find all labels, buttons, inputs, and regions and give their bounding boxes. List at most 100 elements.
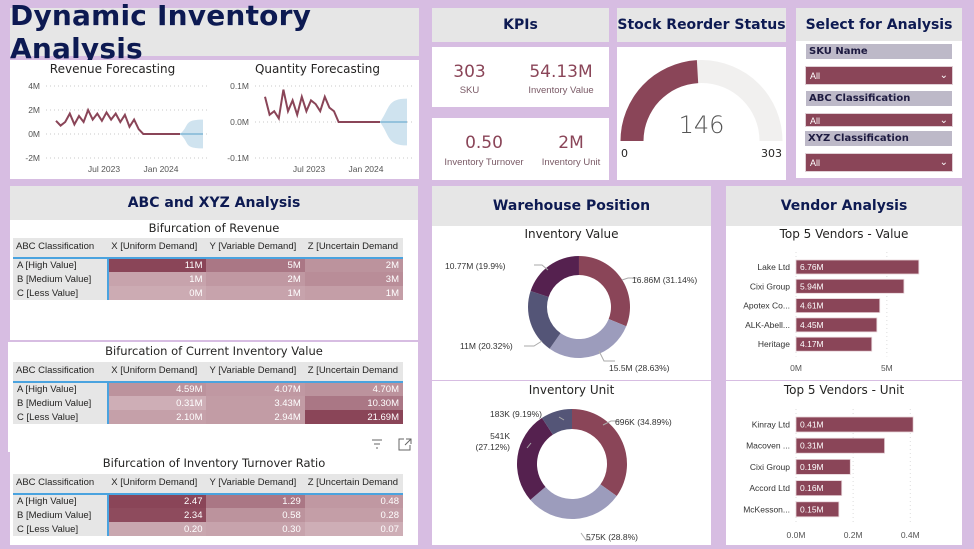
vendor-bar: [795, 437, 885, 454]
matrix-row-label: C [Less Value]: [13, 522, 110, 536]
bar-data-label: 6.76M: [800, 262, 824, 272]
matrix-cell: 2.34: [108, 508, 207, 522]
actual-series-line: [264, 89, 380, 123]
y-tick-label: -2M: [25, 153, 40, 163]
x-tick-label: Jan 2024: [144, 164, 179, 174]
bar-data-label: 4.17M: [800, 339, 824, 349]
matrix-cell: 1M: [304, 286, 403, 300]
donut-data-label: (27.12%): [476, 442, 511, 452]
slicer-abc-dropdown[interactable]: All ⌄: [805, 113, 953, 127]
donut-data-label: 696K (34.89%): [615, 417, 672, 427]
gauge-value: 146: [678, 111, 725, 139]
y-tick-label: 2M: [28, 105, 40, 115]
matrix-row-label: C [Less Value]: [13, 410, 110, 424]
kpi-inventory-value: 54.13M: [529, 62, 593, 82]
matrix-row: C [Less Value] 2.10M 2.94M 21.69M: [13, 410, 403, 424]
vendor-bar: [795, 336, 873, 352]
matrix-column-header[interactable]: X [Uniform Demand]: [108, 474, 207, 495]
matrix-column-header[interactable]: Y [Variable Demand]: [206, 238, 305, 259]
matrix-cell: 0.58: [206, 508, 305, 522]
vendor-name-label: Kinray Ltd: [752, 420, 791, 430]
vendor-bar: [795, 501, 840, 518]
abc-xyz-header: ABC and XYZ Analysis: [10, 186, 418, 220]
donut-unit-title: Inventory Unit: [528, 383, 615, 397]
matrix-row-label: A [High Value]: [13, 382, 110, 396]
vendor-name-label: Heritage: [758, 339, 790, 349]
focus-mode-icon[interactable]: [398, 436, 412, 451]
matrix-cell: 2.94M: [206, 410, 305, 424]
matrix-cell: 1.29: [206, 494, 305, 508]
vendor-header: Vendor Analysis: [726, 186, 962, 226]
vendor-value-panel: Top 5 Vendors - Value 0M 5M Lake Ltd 6.76M C…: [726, 226, 962, 380]
matrix-column-header[interactable]: ABC Classification: [13, 362, 109, 383]
leader-line: [534, 264, 549, 271]
chevron-down-icon: ⌄: [939, 70, 948, 81]
matrix-row: B [Medium Value] 1M 2M 3M: [13, 272, 403, 286]
y-tick-label: -0.1M: [227, 153, 249, 163]
matrix-row-label: B [Medium Value]: [13, 272, 110, 286]
vendor-bar: [795, 480, 843, 496]
donut-slice: [579, 256, 630, 327]
matrix-cell: 2.47: [108, 494, 207, 508]
matrix-header-row: ABC Classification X [Uniform Demand] Y [V…: [13, 238, 403, 259]
gauge-fill: [620, 60, 699, 141]
actual-series-line: [55, 107, 180, 135]
matrix-cell: 3.43M: [206, 396, 305, 410]
matrix-column-header[interactable]: Y [Variable Demand]: [206, 362, 305, 383]
quantity-forecast-chart[interactable]: 0.1M 0.0M -0.1M Jul 2023 Jan 2024: [215, 78, 419, 178]
donut-data-label: 575K (28.8%): [586, 532, 638, 542]
inventory-value-donut[interactable]: 16.86M (31.14%) 15.5M (28.63%) 11M (20.32%…: [432, 226, 711, 380]
donut-slice: [541, 409, 572, 435]
reorder-gauge[interactable]: [617, 47, 786, 180]
slicer-xyz-label: XYZ Classification: [805, 131, 952, 146]
inventory-unit-donut[interactable]: 696K (34.89%) 575K (28.8%) 541K(27.12%) 183…: [432, 381, 711, 545]
matrix-column-header[interactable]: ABC Classification: [13, 474, 109, 495]
reorder-gauge-panel: 146 0 303: [617, 47, 786, 180]
vendor-bar: [795, 317, 878, 333]
slicer-xyz-dropdown[interactable]: All ⌄: [805, 153, 953, 172]
x-tick-label: 0.2M: [844, 530, 863, 540]
gauge-min: 0: [621, 147, 628, 160]
matrix-row-label: C [Less Value]: [13, 286, 110, 300]
matrix-cell: 5M: [206, 258, 305, 272]
slicer-sku-dropdown[interactable]: All ⌄: [805, 66, 953, 85]
bar-data-label: 4.61M: [800, 301, 824, 311]
vendor-bar: [795, 259, 920, 275]
matrix-revenue[interactable]: ABC Classification X [Uniform Demand] Y [V…: [13, 238, 403, 300]
bar-data-label: 5.94M: [800, 281, 824, 291]
matrix-column-header[interactable]: Z [Uncertain Demand: [304, 238, 403, 259]
matrix-column-header[interactable]: Z [Uncertain Demand: [304, 474, 403, 495]
bar-data-label: 0.31M: [800, 441, 824, 451]
matrix-row: C [Less Value] 0M 1M 1M: [13, 286, 403, 300]
vendor-unit-panel: Top 5 Vendors - Unit 0.0M 0.2M 0.4M Kinray …: [726, 381, 962, 545]
vendor-unit-title: Top 5 Vendors - Unit: [783, 383, 905, 397]
reorder-title: Stock Reorder Status: [617, 17, 786, 33]
kpi-unit-value: 2M: [558, 133, 584, 153]
vendor-unit-bar-chart[interactable]: 0.0M 0.2M 0.4M Kinray Ltd 0.41M Macoven ... 0.…: [726, 381, 962, 545]
vendor-name-label: McKesson...: [743, 504, 790, 514]
matrix-header-row: ABC Classification X [Uniform Demand] Y [V…: [13, 362, 403, 383]
matrix-cell: 2M: [206, 272, 305, 286]
matrix-cell: 3M: [304, 272, 403, 286]
matrix-column-header[interactable]: X [Uniform Demand]: [108, 362, 207, 383]
x-tick-label: 0M: [790, 363, 802, 373]
matrix-column-header[interactable]: Z [Uncertain Demand: [304, 362, 403, 383]
page-title-box: Dynamic Inventory Analysis: [10, 0, 419, 65]
leader-line: [580, 532, 592, 541]
revenue-forecast-chart[interactable]: 4M 2M 0M -2M Jul 2023 Jan 2024: [10, 78, 215, 178]
donut-data-label: 183K (9.19%): [490, 409, 542, 419]
matrix-column-header[interactable]: ABC Classification: [13, 238, 109, 259]
matrix-turnover[interactable]: ABC Classification X [Uniform Demand] Y [V…: [13, 474, 403, 536]
vendor-value-bar-chart[interactable]: 0M 5M Lake Ltd 6.76M Cixi Group 5.94M Apotex C…: [726, 226, 962, 380]
filter-icon[interactable]: [370, 435, 384, 449]
matrix-row: A [High Value] 11M 5M 2M: [13, 258, 403, 272]
matrix-column-header[interactable]: Y [Variable Demand]: [206, 474, 305, 495]
kpi-card-1: 303 SKU 54.13M Inventory Value: [432, 47, 609, 107]
matrix-column-header[interactable]: X [Uniform Demand]: [108, 238, 207, 259]
matrix-inventory-value[interactable]: ABC Classification X [Uniform Demand] Y [V…: [13, 362, 403, 424]
donut-slice: [528, 290, 561, 349]
page-title: Dynamic Inventory Analysis: [10, 0, 312, 65]
warehouse-title: Warehouse Position: [492, 198, 651, 214]
slicer-sku-value: All: [810, 70, 821, 81]
matrix-cell: 0.07: [304, 522, 403, 536]
